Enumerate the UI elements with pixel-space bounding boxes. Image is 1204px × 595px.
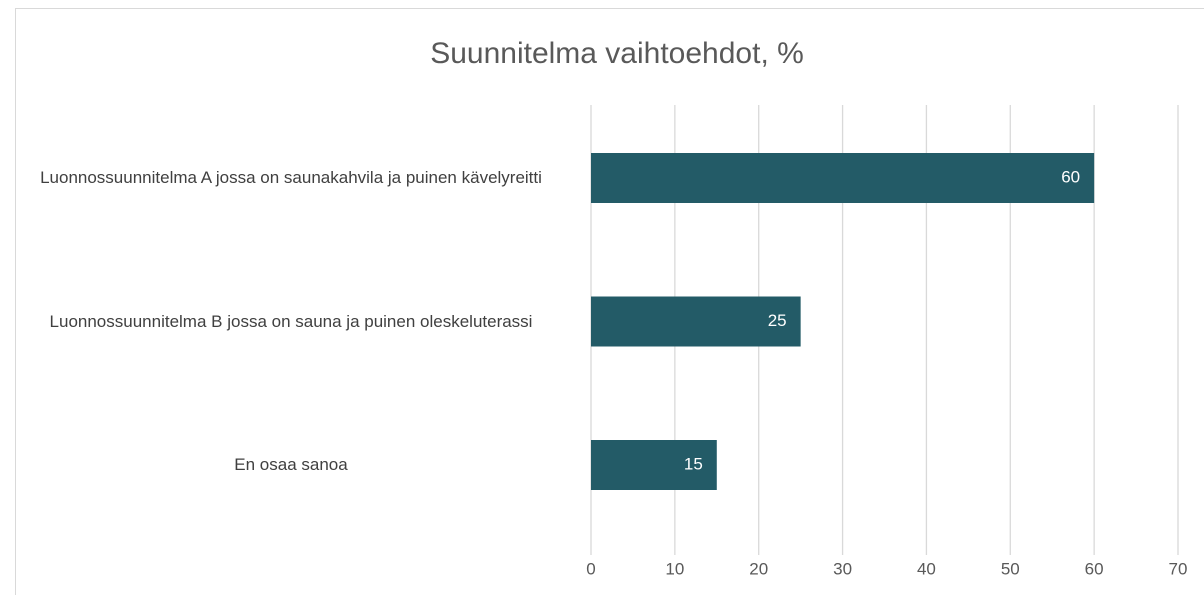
x-tick-label: 50 xyxy=(1001,559,1020,578)
x-tick-label: 60 xyxy=(1085,559,1104,578)
bar xyxy=(591,153,1095,203)
bar xyxy=(591,440,717,490)
x-tick-label: 70 xyxy=(1169,559,1188,578)
x-tick-label: 20 xyxy=(749,559,768,578)
y-tick-label: Luonnossuunnitelma A jossa on saunakahvi… xyxy=(40,168,542,187)
y-tick-label: En osaa sanoa xyxy=(234,455,348,474)
data-label: 15 xyxy=(684,454,703,473)
chart-title: Suunnitelma vaihtoehdot, % xyxy=(430,37,804,70)
chart-border xyxy=(15,8,1204,595)
data-label: 60 xyxy=(1061,167,1080,186)
y-tick-label: Luonnossuunnitelma B jossa on sauna ja p… xyxy=(49,311,533,331)
x-tick-label: 30 xyxy=(833,559,852,578)
x-tick-label: 10 xyxy=(665,559,684,578)
data-label: 25 xyxy=(768,311,787,330)
x-tick-label: 0 xyxy=(586,559,595,578)
bar xyxy=(591,296,801,347)
x-tick-label: 40 xyxy=(917,559,936,578)
